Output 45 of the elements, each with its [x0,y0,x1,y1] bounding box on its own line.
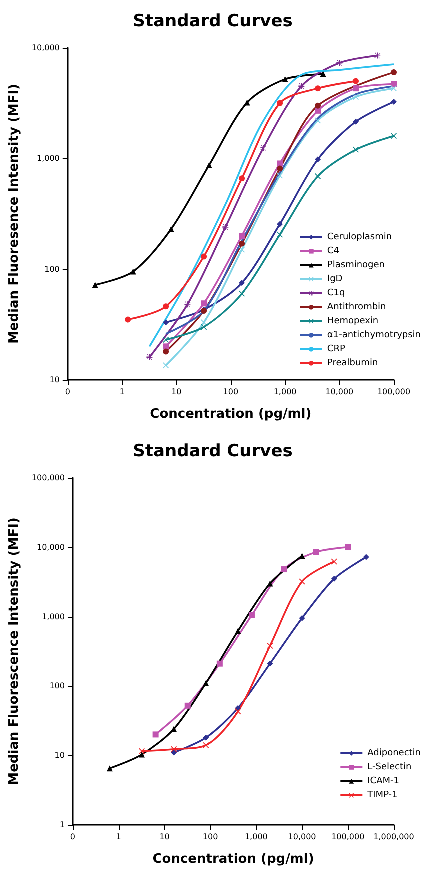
y-tick-label: 1 [60,820,65,830]
x-tick-label: 10,000 [288,832,316,842]
legend-label: Hemopexin [327,316,379,326]
x-tick-label: 1 [116,832,122,842]
y-tick-label: 1,000 [42,612,65,622]
chart-title: Standard Curves [133,442,293,462]
x-tick-label: 1,000,000 [374,832,414,842]
legend-label: Adiponectin [368,748,422,758]
legend-label: C1q [327,288,346,298]
legend-label: ICAM-1 [368,776,400,786]
x-tick-label: 100,000 [377,388,411,396]
y-tick-label: 10,000 [32,44,60,52]
legend-label: CRP [327,344,346,354]
legend-label: C4 [327,246,340,256]
x-tick-label: 100 [223,388,239,396]
x-tick-label: 10 [172,388,182,396]
x-axis-title: Concentration (pg/ml) [150,407,312,422]
x-tick-label: 1,000 [274,388,297,396]
x-axis-title: Concentration (pg/ml) [152,852,314,867]
y-tick-label: 10,000 [36,542,65,552]
x-tick-label: 1 [120,388,125,396]
y-tick-label: 100 [44,264,60,274]
y-tick-label: 1,000 [36,154,60,164]
x-tick-label: 10,000 [326,388,354,396]
legend-label: L-Selectin [368,762,412,772]
legend-label: Prealbumin [327,358,378,368]
legend-label: Antithrombin [327,302,386,312]
x-tick-label: 10 [160,832,170,842]
x-tick-label: 0 [70,832,76,842]
y-tick-label: 10 [54,751,65,760]
y-tick-label: 100 [50,682,65,691]
x-tick-label: 100,000 [332,832,365,842]
legend-label: α1-antichymotrypsin [327,330,422,340]
x-tick-label: 100 [202,832,218,842]
legend-label: TIMP-1 [366,790,398,800]
chart-title: Standard Curves [133,12,293,32]
y-axis-title: Median Fluoresence Intensity (MFI) [7,84,22,344]
x-tick-label: 1,000 [244,832,268,842]
legend-label: Plasminogen [327,260,386,270]
x-tick-label: 0 [65,388,70,396]
legend-label: IgD [327,274,343,284]
y-tick-label: 100,000 [32,474,65,482]
legend-label: Ceruloplasmin [327,232,392,242]
y-tick-label: 10 [50,376,60,384]
y-axis-title: Median Fluorescence Intensity (MFI) [7,518,22,786]
